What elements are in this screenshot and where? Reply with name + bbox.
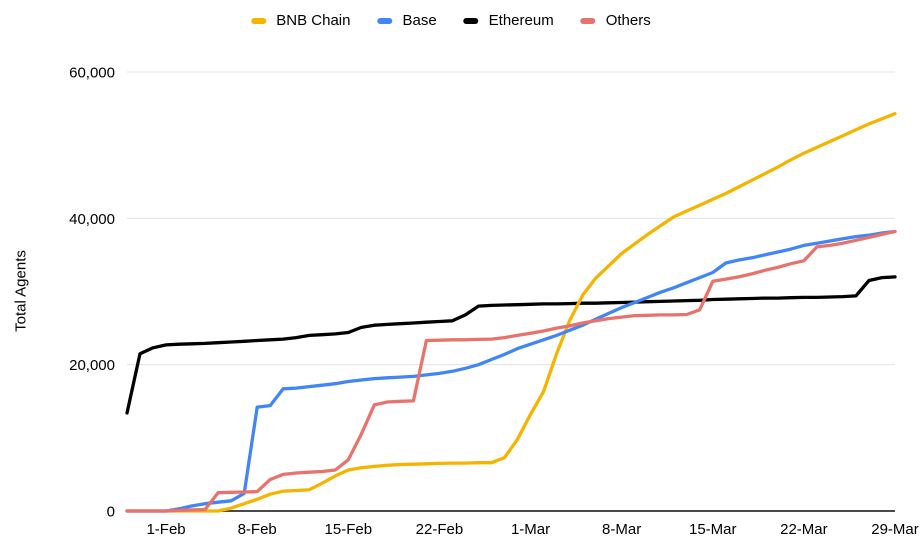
- x-tick-label: 15-Mar: [689, 521, 737, 538]
- legend-swatch-icon: [580, 17, 596, 24]
- y-tick-label: 20,000: [69, 357, 115, 374]
- legend-label: Others: [605, 12, 651, 29]
- legend-swatch-icon: [377, 17, 393, 24]
- x-tick-label: 8-Mar: [602, 521, 641, 538]
- y-tick-label: 60,000: [69, 65, 115, 82]
- chart-legend: BNB Chain Base Ethereum Others: [251, 12, 651, 29]
- x-tick-label: 8-Feb: [238, 521, 277, 538]
- y-tick-label: 0: [107, 504, 115, 521]
- series-line-others: [125, 229, 897, 513]
- legend-label: BNB Chain: [276, 12, 351, 29]
- y-tick-label: 40,000: [69, 211, 115, 228]
- legend-item-others: Others: [580, 12, 651, 29]
- series-line-ethereum: [125, 275, 897, 415]
- series-line-base: [125, 229, 897, 513]
- x-tick-label: 15-Feb: [325, 521, 373, 538]
- x-tick-label: 29-Mar: [871, 521, 919, 538]
- series-line-bnb-chain: [125, 112, 897, 513]
- legend-item-ethereum: Ethereum: [463, 12, 554, 29]
- legend-label: Base: [402, 12, 437, 29]
- legend-item-bnb-chain: BNB Chain: [251, 12, 350, 29]
- legend-swatch-icon: [251, 17, 267, 24]
- x-tick-label: 22-Feb: [416, 521, 464, 538]
- legend-swatch-icon: [463, 17, 479, 24]
- legend-item-base: Base: [377, 12, 437, 29]
- legend-label: Ethereum: [488, 12, 554, 29]
- x-tick-label: 22-Mar: [780, 521, 828, 538]
- x-tick-label: 1-Feb: [146, 521, 185, 538]
- x-tick-label: 1-Mar: [511, 521, 550, 538]
- y-axis-title: Total Agents: [12, 250, 30, 332]
